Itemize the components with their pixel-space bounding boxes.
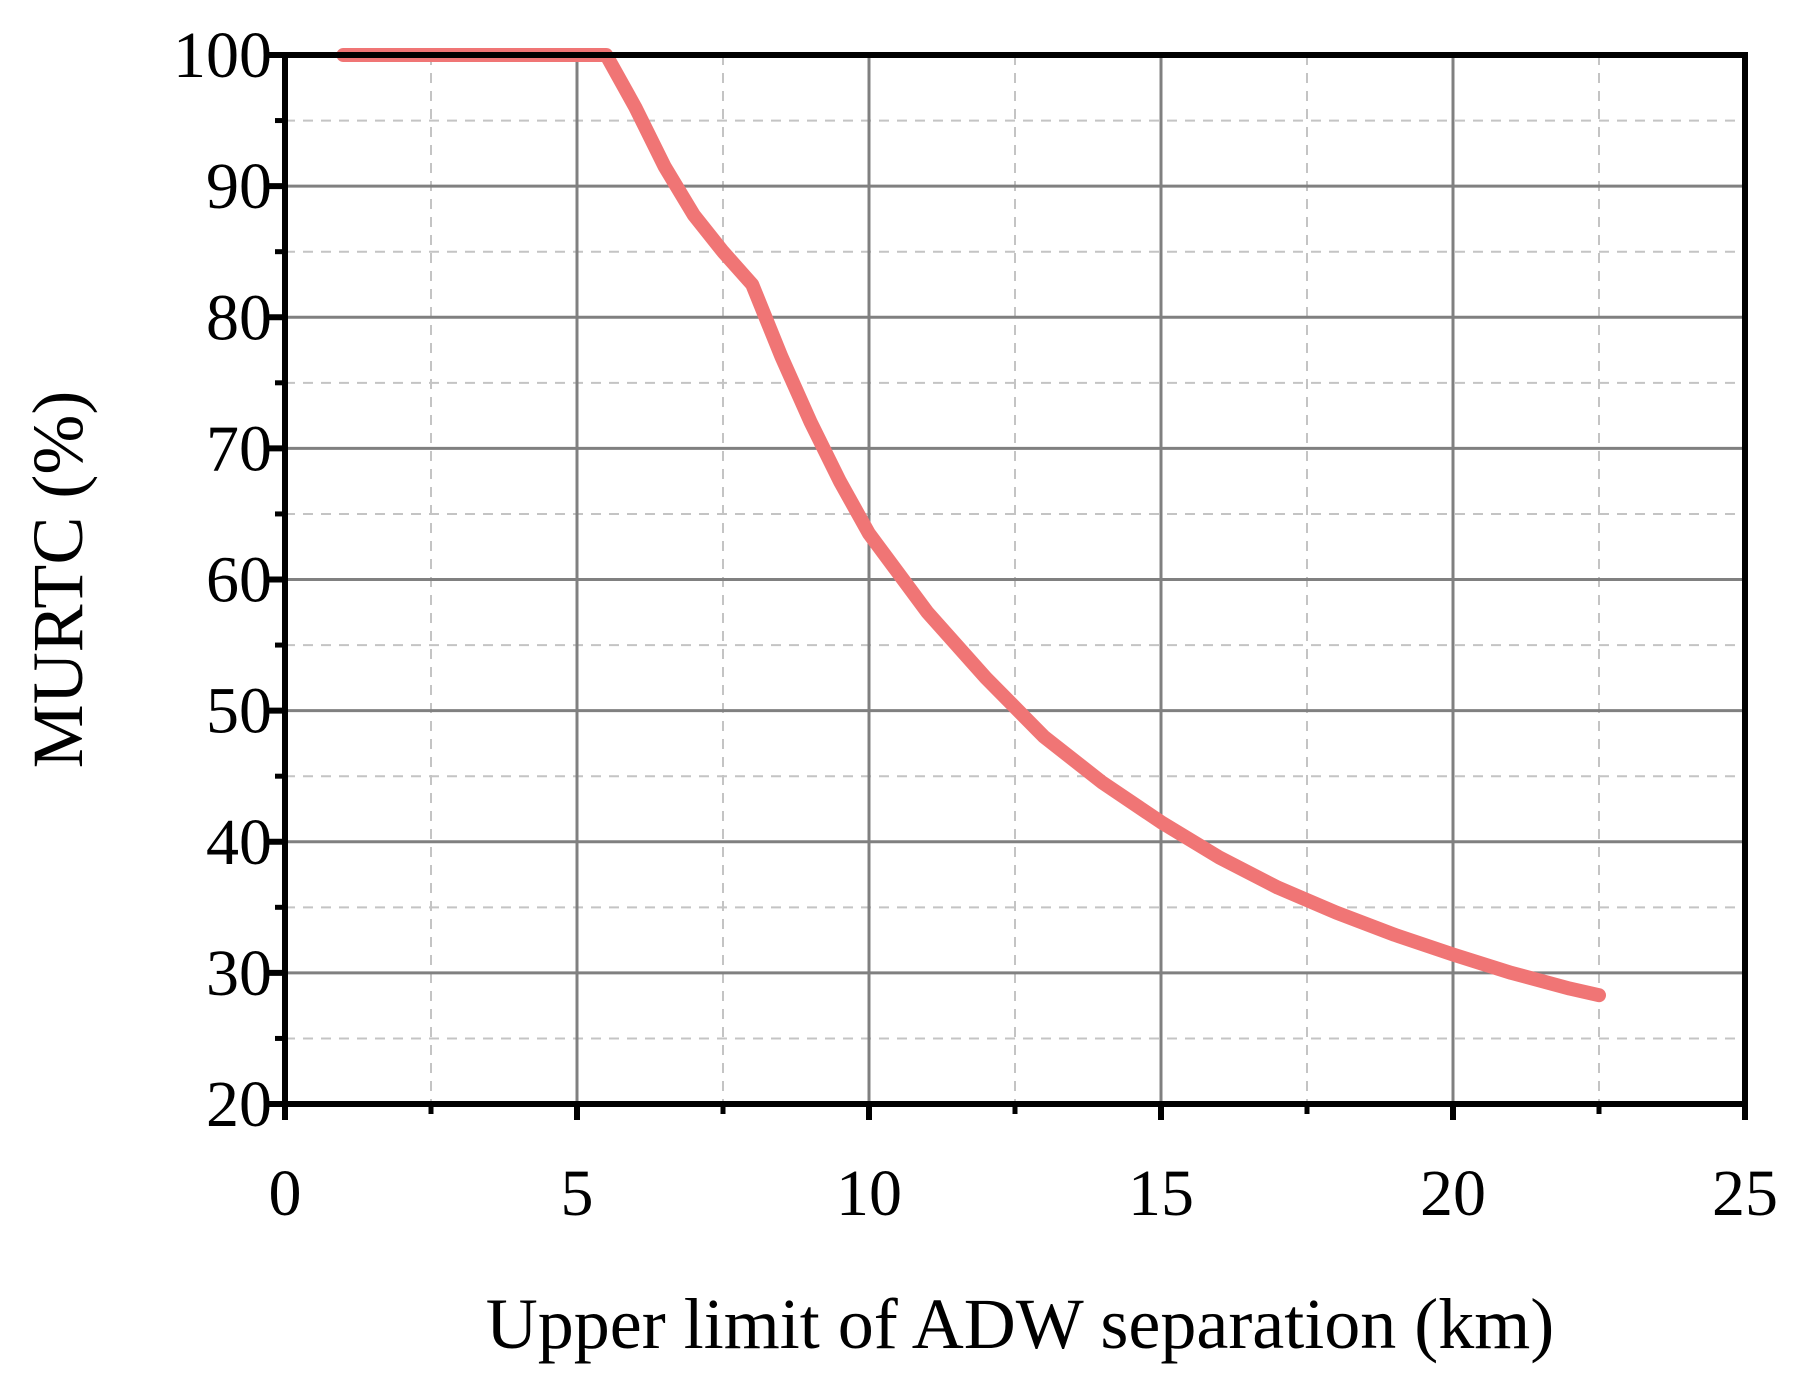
y-axis-title: MURTC (%) — [18, 391, 98, 769]
x-tick-label: 20 — [1420, 1157, 1486, 1230]
x-tick-label: 0 — [269, 1157, 302, 1230]
tick-labels: 0 5 10 15 20 25 20 30 40 50 60 70 80 90 100 — [173, 19, 1778, 1230]
y-tick-label: 40 — [206, 806, 272, 879]
y-tick-label: 80 — [206, 281, 272, 354]
plot-frame — [282, 52, 1748, 1107]
axis-ticks — [269, 52, 1748, 1120]
x-tick-label: 10 — [836, 1157, 902, 1230]
x-tick-label: 25 — [1712, 1157, 1778, 1230]
y-tick-label: 50 — [206, 675, 272, 748]
y-tick-label: 60 — [206, 544, 272, 617]
x-tick-label: 5 — [561, 1157, 594, 1230]
y-tick-label: 30 — [206, 937, 272, 1010]
series-line — [336, 48, 1606, 1003]
series-layer — [336, 48, 1606, 1003]
y-tick-label: 20 — [206, 1068, 272, 1141]
x-axis-title: Upper limit of ADW separation (km) — [486, 1284, 1554, 1364]
x-tick-label: 15 — [1128, 1157, 1194, 1230]
y-tick-label: 70 — [206, 412, 272, 485]
y-tick-label: 100 — [173, 19, 272, 92]
y-tick-label: 90 — [206, 150, 272, 223]
